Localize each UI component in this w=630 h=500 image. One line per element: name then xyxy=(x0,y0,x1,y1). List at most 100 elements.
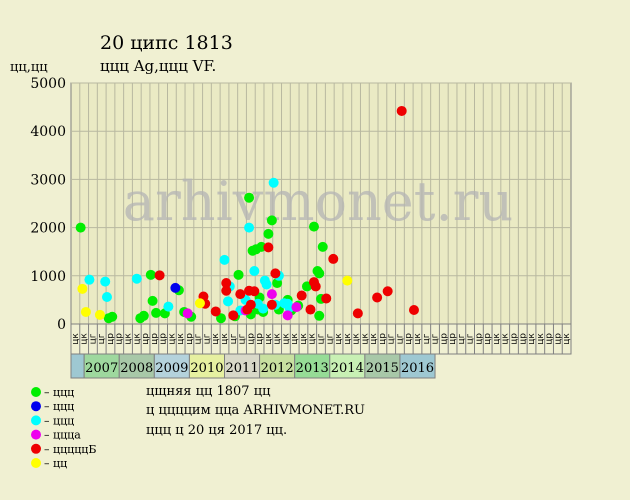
data-point xyxy=(94,309,105,320)
quarter-label: цк xyxy=(562,333,572,345)
quarter-label: цг xyxy=(431,333,441,344)
data-point xyxy=(80,306,91,317)
quarter-label: цк xyxy=(369,333,379,345)
year-label: 2013 xyxy=(296,361,329,376)
data-point xyxy=(270,268,281,279)
data-point xyxy=(408,305,419,316)
legend-label: – цццццБ xyxy=(44,443,96,456)
chart-subtitle: ццц Ag,ццц VF. xyxy=(100,57,217,75)
data-point xyxy=(266,299,277,310)
year-cell xyxy=(83,353,120,379)
note-line-2: ц ццццим цца ARHIVMONET.RU xyxy=(146,403,365,418)
quarter-label: цр xyxy=(483,333,493,345)
data-point xyxy=(221,278,232,289)
data-point xyxy=(75,222,86,233)
quarter-label: цг xyxy=(194,333,204,344)
quarter-label: цр xyxy=(150,333,160,345)
year-label: 2008 xyxy=(120,361,153,376)
note-line-3: ццц ц 20 ця 2017 цц. xyxy=(146,423,288,438)
data-point xyxy=(258,303,269,314)
quarter-label: цк xyxy=(308,333,318,345)
data-point xyxy=(296,290,307,301)
data-point xyxy=(154,270,165,281)
data-point xyxy=(317,241,328,252)
data-point xyxy=(107,311,118,322)
year-label: 2009 xyxy=(155,361,188,376)
quarter-label: цр xyxy=(141,333,151,345)
quarter-label: цк xyxy=(273,333,283,345)
legend-marker xyxy=(31,429,41,440)
data-point xyxy=(228,310,239,321)
quarter-label: цк xyxy=(343,333,353,345)
quarter-label: цг xyxy=(88,333,98,344)
data-point xyxy=(396,105,407,116)
data-point xyxy=(100,276,111,287)
data-point xyxy=(308,221,319,232)
quarter-label: цр xyxy=(185,333,195,345)
legend-label: – ццц xyxy=(44,400,74,413)
data-point xyxy=(194,298,205,309)
data-point xyxy=(268,177,279,188)
data-point xyxy=(249,265,260,276)
watermark: arhivmonet.ru xyxy=(123,170,513,233)
data-point xyxy=(261,279,272,290)
year-label: 2016 xyxy=(401,361,434,376)
data-point xyxy=(266,215,277,226)
data-point xyxy=(101,292,112,303)
data-point xyxy=(77,283,88,294)
quarter-label: цг xyxy=(466,333,476,344)
data-point xyxy=(305,304,316,315)
year-cell xyxy=(364,353,401,379)
quarter-label: цр xyxy=(106,333,116,345)
year-label: 2010 xyxy=(190,361,223,376)
data-point xyxy=(223,296,234,307)
data-point xyxy=(216,313,226,324)
quarter-label: цк xyxy=(527,333,537,345)
quarter-label: цк xyxy=(211,333,221,345)
year-cell xyxy=(153,353,190,379)
legend-marker xyxy=(31,387,41,397)
data-points xyxy=(75,105,419,324)
x-quarter-labels: цкцкцгцгцрцрцкцкцрцрцрцкцкцрцгцгцкцкцгцг… xyxy=(70,323,572,355)
data-point xyxy=(314,310,325,321)
data-point xyxy=(266,289,277,300)
legend-marker xyxy=(31,458,41,468)
data-point xyxy=(131,273,142,284)
legend-marker xyxy=(31,443,41,454)
quarter-label: цр xyxy=(518,333,528,345)
quarter-label: цк xyxy=(71,333,81,345)
chart-title: 20 ципс 1813 xyxy=(100,32,233,54)
data-point xyxy=(244,192,255,203)
data-point xyxy=(182,308,193,319)
quarter-label: цр xyxy=(255,333,265,345)
grid xyxy=(71,82,571,325)
data-point xyxy=(282,310,293,321)
quarter-label: цк xyxy=(413,333,423,345)
quarter-label: цг xyxy=(325,333,335,344)
quarter-label: цг xyxy=(229,333,239,344)
quarter-label: цр xyxy=(509,333,519,345)
quarter-label: цк xyxy=(220,333,230,345)
y-ticks: 0 1000 2000 3000 4000 5000 xyxy=(30,76,66,333)
legend-marker xyxy=(31,415,41,426)
year-cell xyxy=(399,353,436,379)
quarter-label: цг xyxy=(395,333,405,344)
legend-marker xyxy=(31,401,41,412)
quarter-label: цк xyxy=(536,333,546,345)
data-point xyxy=(170,282,181,293)
year-label: 2007 xyxy=(85,361,118,376)
plot-area xyxy=(70,82,572,325)
legend-label: – ццц xyxy=(44,386,74,399)
data-point xyxy=(233,269,244,280)
data-point xyxy=(342,275,353,286)
data-point xyxy=(328,253,339,264)
legend-label: – цц xyxy=(44,457,67,470)
quarter-label: цк xyxy=(352,333,362,345)
data-point xyxy=(84,274,95,285)
quarter-label: цр xyxy=(404,333,414,345)
legend: – ццц– ццц– ццц– цццa– цццццБ– цц xyxy=(31,386,96,470)
data-point xyxy=(235,289,246,300)
data-point xyxy=(263,242,274,253)
data-point xyxy=(138,310,149,321)
quarter-label: цк xyxy=(290,333,300,345)
